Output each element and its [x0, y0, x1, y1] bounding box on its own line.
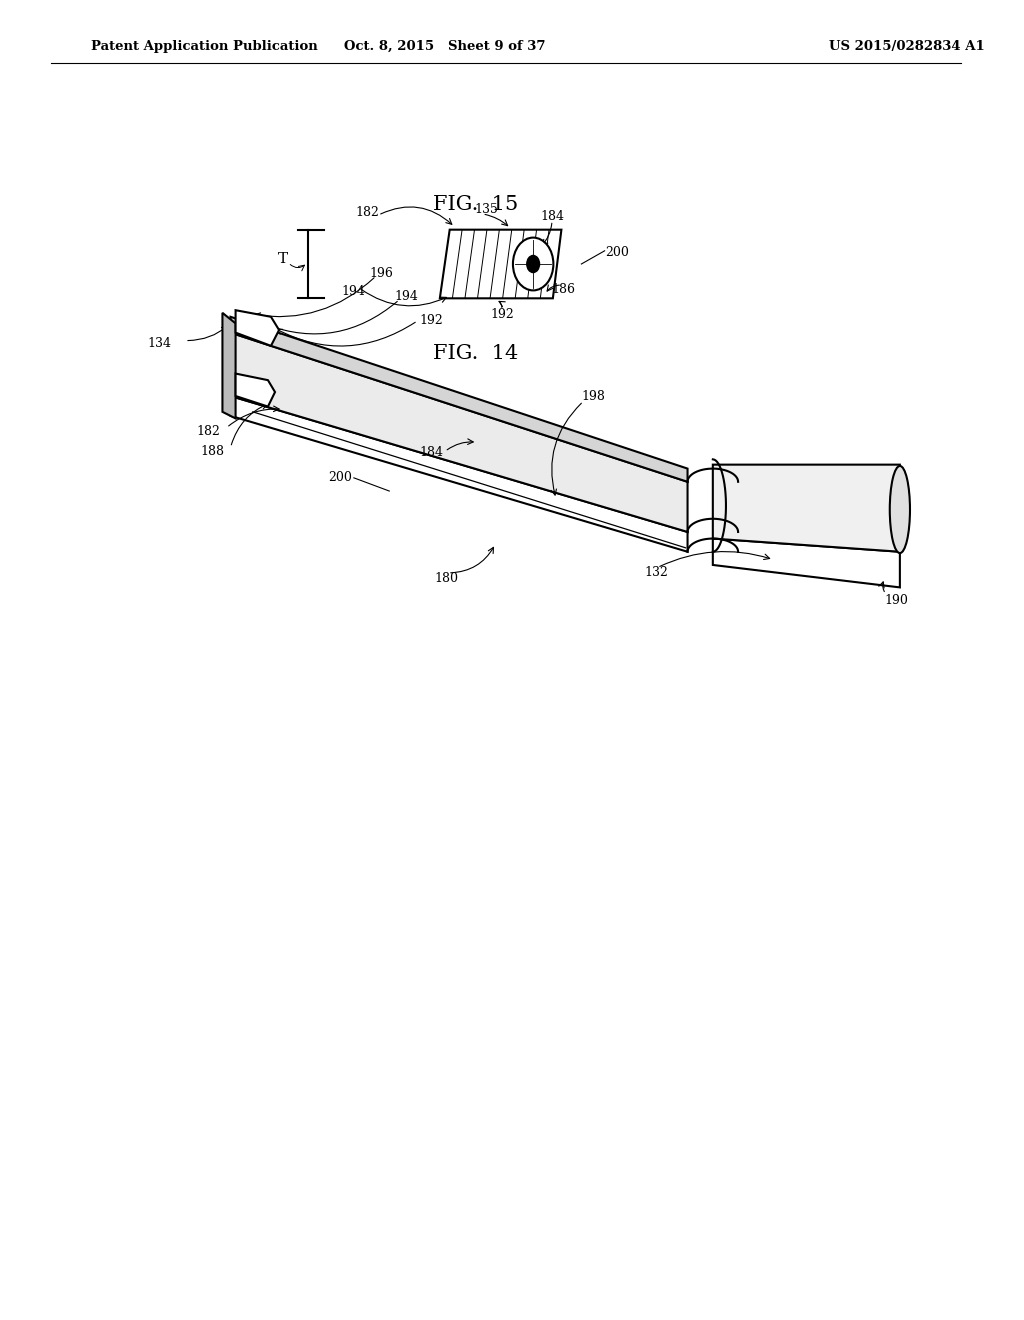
Ellipse shape	[890, 466, 910, 553]
Polygon shape	[230, 333, 687, 532]
Text: 198: 198	[582, 389, 605, 403]
Text: 200: 200	[328, 471, 352, 484]
Text: T: T	[279, 252, 288, 265]
Polygon shape	[236, 374, 275, 407]
Text: 182: 182	[356, 206, 380, 219]
Text: US 2015/0282834 A1: US 2015/0282834 A1	[829, 40, 985, 53]
Polygon shape	[230, 396, 687, 552]
Text: 194: 194	[394, 290, 418, 304]
Text: 182: 182	[197, 425, 220, 438]
Polygon shape	[230, 317, 687, 482]
Text: 186: 186	[551, 282, 575, 296]
Text: 190: 190	[885, 594, 908, 607]
Text: Patent Application Publication: Patent Application Publication	[91, 40, 317, 53]
Text: 184: 184	[541, 210, 565, 223]
Text: 180: 180	[435, 572, 459, 585]
Text: 184: 184	[420, 446, 443, 459]
Text: 192: 192	[490, 308, 514, 321]
Text: 200: 200	[605, 246, 630, 259]
Polygon shape	[236, 310, 280, 346]
Text: 188: 188	[201, 445, 224, 458]
Text: 194: 194	[342, 285, 366, 298]
Text: 192: 192	[420, 314, 443, 327]
Circle shape	[526, 255, 541, 273]
Polygon shape	[713, 539, 900, 587]
Polygon shape	[713, 465, 900, 552]
Text: FIG.  15: FIG. 15	[432, 195, 518, 214]
Circle shape	[513, 238, 553, 290]
Text: 196: 196	[369, 267, 393, 280]
Text: FIG.  14: FIG. 14	[432, 345, 518, 363]
Text: Oct. 8, 2015   Sheet 9 of 37: Oct. 8, 2015 Sheet 9 of 37	[344, 40, 546, 53]
Text: 132: 132	[644, 566, 668, 579]
Polygon shape	[222, 313, 236, 418]
Polygon shape	[440, 230, 561, 298]
Text: 135: 135	[474, 203, 498, 216]
Text: 134: 134	[147, 337, 172, 350]
